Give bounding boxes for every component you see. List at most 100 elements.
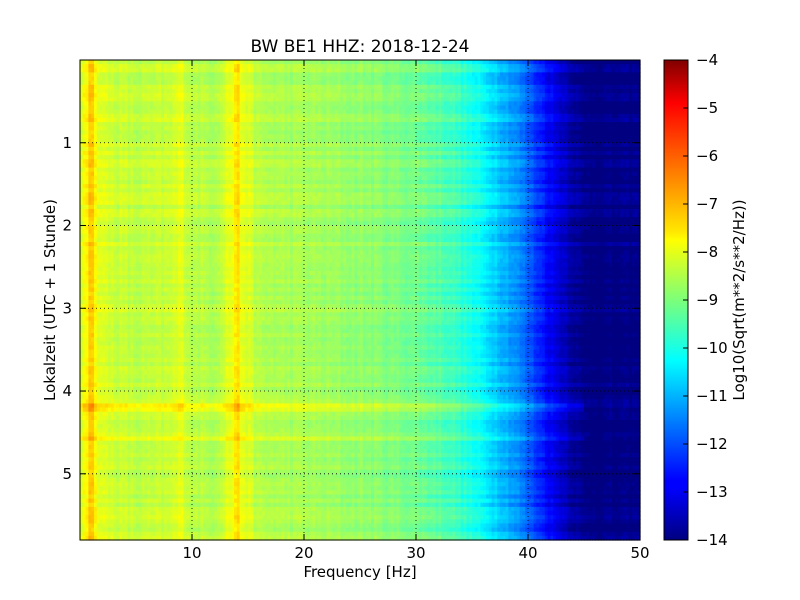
heatmap-cell — [259, 84, 263, 90]
heatmap-cell — [497, 80, 501, 86]
heatmap-cell — [351, 80, 355, 86]
heatmap-cell — [567, 93, 571, 98]
heatmap-cell — [553, 68, 557, 74]
heatmap-cell — [236, 80, 241, 86]
heatmap-cell — [416, 97, 420, 102]
heatmap-cell — [211, 134, 215, 140]
heatmap-cell — [592, 72, 596, 78]
heatmap-cell — [586, 97, 591, 102]
heatmap-cell — [175, 134, 179, 140]
heatmap-cell — [326, 97, 330, 102]
heatmap-cell — [119, 76, 123, 82]
heatmap-cell — [586, 80, 591, 86]
heatmap-cell — [600, 113, 605, 119]
heatmap-cell — [192, 117, 196, 123]
heatmap-cell — [360, 126, 364, 131]
heatmap-cell — [169, 88, 173, 94]
heatmap-cell — [466, 130, 470, 136]
heatmap-cell — [172, 122, 176, 127]
heatmap-cell — [346, 117, 350, 123]
heatmap-cell — [497, 117, 501, 123]
heatmap-cell — [438, 130, 442, 136]
heatmap-cell — [85, 76, 89, 82]
heatmap-cell — [494, 122, 498, 127]
heatmap-cell — [374, 105, 378, 111]
heatmap-cell — [197, 117, 201, 123]
heatmap-cell — [346, 97, 350, 102]
heatmap-cell — [80, 76, 84, 82]
heatmap-cell — [365, 76, 369, 82]
heatmap-cell — [474, 76, 479, 82]
heatmap-cell — [91, 60, 95, 65]
heatmap-cell — [348, 88, 353, 94]
heatmap-cell — [620, 117, 624, 123]
heatmap-cell — [141, 80, 145, 86]
heatmap-cell — [477, 60, 481, 65]
heatmap-cell — [178, 109, 182, 115]
heatmap-cell — [155, 72, 159, 78]
heatmap-cell — [511, 72, 515, 78]
heatmap-cell — [631, 97, 635, 102]
heatmap-cell — [124, 84, 129, 90]
heatmap-cell — [348, 134, 353, 140]
heatmap-cell — [620, 64, 624, 69]
heatmap-cell — [530, 117, 535, 123]
heatmap-cell — [295, 84, 299, 90]
heatmap-cell — [340, 122, 344, 127]
heatmap-cell — [522, 113, 526, 119]
heatmap-cell — [589, 84, 593, 90]
heatmap-cell — [592, 130, 596, 136]
heatmap-cell — [206, 105, 210, 111]
heatmap-cell — [407, 126, 411, 131]
heatmap-cell — [368, 117, 372, 123]
heatmap-cell — [262, 93, 266, 98]
heatmap-cell — [186, 122, 190, 127]
spectrogram-heatmap — [80, 60, 641, 541]
heatmap-cell — [267, 80, 271, 86]
heatmap-cell — [91, 122, 95, 127]
heatmap-cell — [99, 97, 103, 102]
heatmap-cell — [250, 109, 255, 115]
heatmap-cell — [371, 68, 375, 74]
heatmap-cell — [511, 60, 515, 65]
heatmap-cell — [332, 64, 336, 69]
heatmap-cell — [346, 88, 350, 94]
heatmap-cell — [332, 109, 336, 115]
heatmap-cell — [516, 93, 521, 98]
heatmap-cell — [234, 60, 238, 65]
heatmap-cell — [158, 93, 162, 98]
heatmap-cell — [500, 68, 504, 74]
heatmap-cell — [578, 76, 582, 82]
heatmap-cell — [318, 80, 322, 86]
heatmap-cell — [399, 80, 403, 86]
heatmap-cell — [110, 93, 115, 98]
heatmap-cell — [85, 84, 89, 90]
heatmap-cell — [374, 64, 378, 69]
heatmap-cell — [371, 126, 375, 131]
heatmap-cell — [516, 105, 521, 111]
heatmap-cell — [539, 105, 543, 111]
heatmap-cell — [206, 117, 210, 123]
heatmap-cell — [360, 84, 364, 90]
heatmap-cell — [544, 68, 549, 74]
heatmap-cell — [150, 122, 154, 127]
heatmap-cell — [183, 64, 187, 69]
heatmap-cell — [217, 122, 221, 127]
heatmap-cell — [595, 97, 599, 102]
heatmap-cell — [382, 60, 386, 65]
heatmap-cell — [488, 117, 493, 123]
heatmap-cell — [578, 88, 582, 94]
heatmap-cell — [480, 76, 484, 82]
heatmap-cell — [374, 126, 378, 131]
heatmap-cell — [547, 97, 551, 102]
heatmap-cell — [166, 117, 171, 123]
heatmap-cell — [494, 117, 498, 123]
heatmap-cell — [578, 113, 582, 119]
heatmap-cell — [259, 101, 263, 107]
heatmap-cell — [211, 138, 215, 144]
heatmap-cell — [385, 113, 389, 119]
heatmap-cell — [511, 117, 515, 123]
heatmap-cell — [225, 80, 229, 86]
heatmap-cell — [217, 130, 221, 136]
heatmap-cell — [236, 76, 241, 82]
